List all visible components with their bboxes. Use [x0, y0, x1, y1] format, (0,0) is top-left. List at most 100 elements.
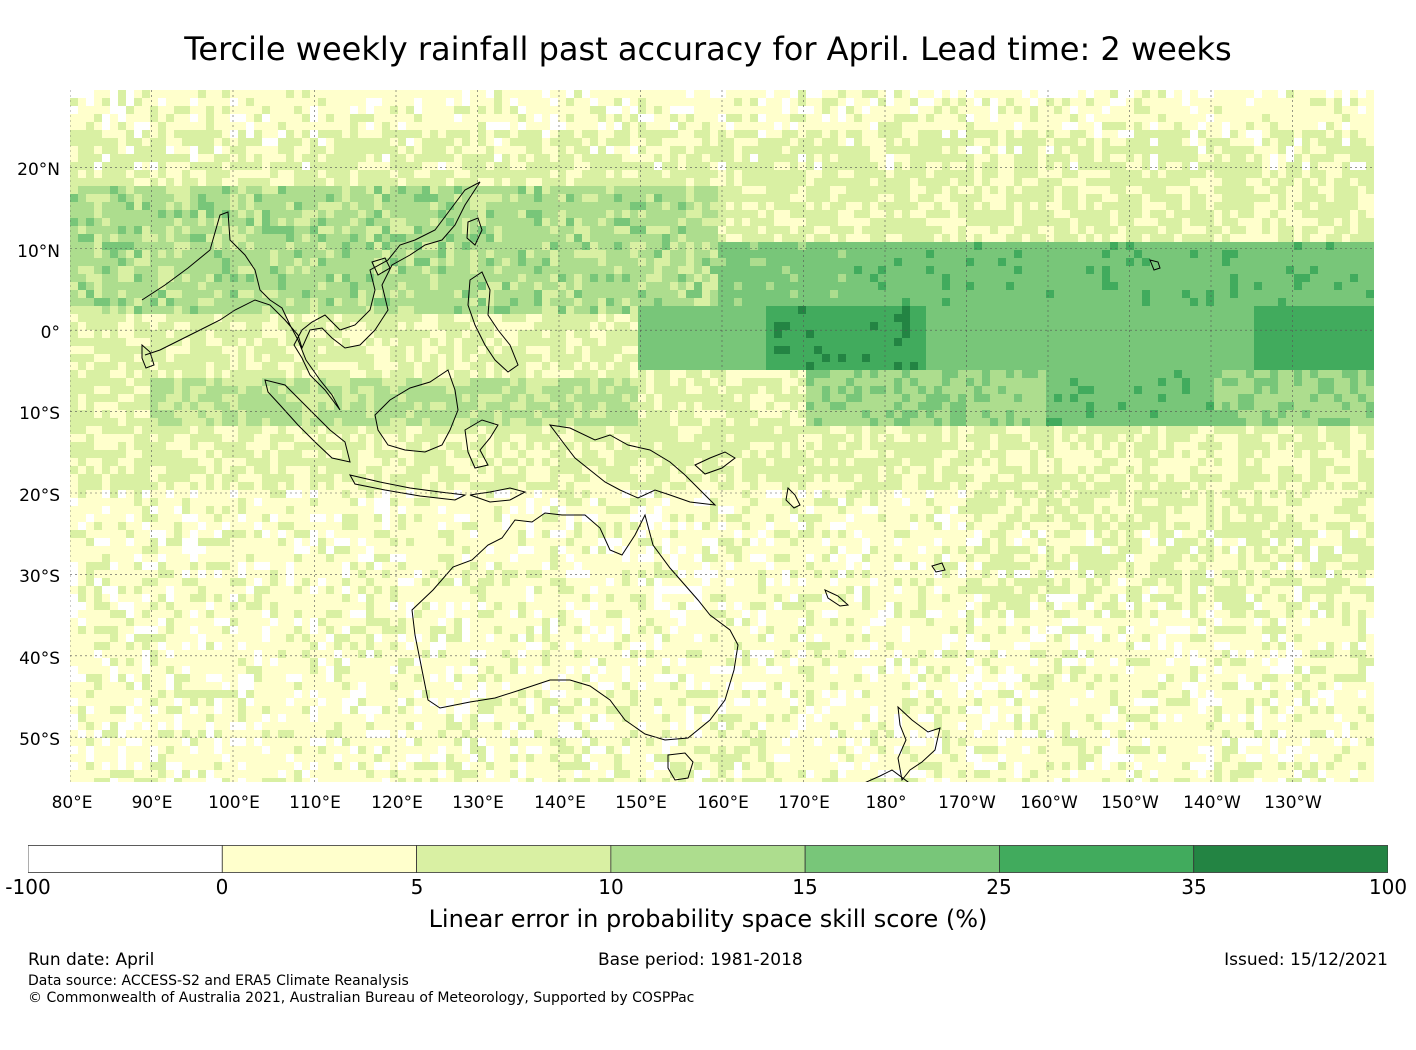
- skill-cell: [758, 314, 766, 322]
- skill-cell: [342, 298, 350, 306]
- skill-cell: [238, 362, 246, 370]
- skill-cell: [230, 146, 238, 154]
- skill-cell: [70, 306, 78, 314]
- skill-cell: [1294, 170, 1302, 178]
- skill-cell: [1310, 354, 1318, 362]
- skill-cell: [94, 298, 102, 306]
- skill-cell: [838, 242, 846, 250]
- skill-cell: [238, 370, 246, 378]
- skill-cell: [814, 330, 822, 338]
- skill-cell: [278, 386, 286, 394]
- skill-cell: [110, 298, 118, 306]
- skill-cell: [1150, 322, 1158, 330]
- skill-cell: [846, 306, 854, 314]
- skill-cell: [510, 170, 518, 178]
- skill-cell: [142, 250, 150, 258]
- skill-cell: [198, 218, 206, 226]
- skill-cell: [102, 314, 110, 322]
- skill-cell: [286, 338, 294, 346]
- skill-cell: [214, 162, 222, 170]
- skill-cell: [1222, 298, 1230, 306]
- skill-cell: [654, 250, 662, 258]
- skill-cell: [1190, 258, 1198, 266]
- skill-cell: [966, 138, 974, 146]
- skill-cell: [1222, 338, 1230, 346]
- skill-cell: [590, 274, 598, 282]
- skill-cell: [934, 378, 942, 386]
- skill-cell: [958, 242, 966, 250]
- skill-cell: [118, 194, 126, 202]
- skill-cell: [646, 282, 654, 290]
- skill-score-map[interactable]: [70, 90, 1374, 782]
- skill-cell: [838, 370, 846, 378]
- skill-cell: [574, 258, 582, 266]
- skill-cell: [494, 306, 502, 314]
- skill-cell: [134, 250, 142, 258]
- skill-cell: [1086, 378, 1094, 386]
- skill-cell: [806, 282, 814, 290]
- skill-cell: [278, 130, 286, 138]
- skill-cell: [310, 114, 318, 122]
- skill-cell: [566, 394, 574, 402]
- skill-cell: [806, 218, 814, 226]
- skill-cell: [694, 298, 702, 306]
- skill-cell: [214, 330, 222, 338]
- skill-cell: [1326, 322, 1334, 330]
- skill-cell: [350, 210, 358, 218]
- skill-cell: [1158, 306, 1166, 314]
- skill-cell: [526, 242, 534, 250]
- skill-cell: [830, 130, 838, 138]
- skill-cell: [726, 114, 734, 122]
- skill-cell: [1118, 386, 1126, 394]
- skill-cell: [1278, 330, 1286, 338]
- skill-cell: [750, 162, 758, 170]
- skill-cell: [334, 146, 342, 154]
- skill-cell: [750, 170, 758, 178]
- skill-cell: [78, 218, 86, 226]
- skill-cell: [1014, 322, 1022, 330]
- skill-cell: [1046, 242, 1054, 250]
- skill-cell: [734, 210, 742, 218]
- skill-cell: [598, 362, 606, 370]
- skill-cell: [550, 266, 558, 274]
- skill-cell: [286, 210, 294, 218]
- skill-cell: [350, 258, 358, 266]
- skill-cell: [1350, 386, 1358, 394]
- skill-cell: [1030, 250, 1038, 258]
- skill-cell: [238, 146, 246, 154]
- skill-cell: [758, 154, 766, 162]
- skill-cell: [142, 346, 150, 354]
- skill-cell: [1054, 106, 1062, 114]
- skill-cell: [974, 146, 982, 154]
- skill-cell: [222, 266, 230, 274]
- skill-cell: [1350, 154, 1358, 162]
- skill-cell: [486, 146, 494, 154]
- skill-cell: [118, 202, 126, 210]
- skill-cell: [1134, 338, 1142, 346]
- skill-cell: [1366, 170, 1374, 178]
- skill-cell: [1286, 386, 1294, 394]
- skill-cell: [174, 234, 182, 242]
- skill-cell: [646, 322, 654, 330]
- skill-cell: [934, 314, 942, 322]
- skill-cell: [302, 258, 310, 266]
- skill-cell: [598, 186, 606, 194]
- skill-cell: [142, 122, 150, 130]
- skill-cell: [870, 242, 878, 250]
- skill-cell: [558, 362, 566, 370]
- skill-cell: [1166, 194, 1174, 202]
- skill-cell: [102, 170, 110, 178]
- skill-cell: [982, 314, 990, 322]
- skill-cell: [990, 330, 998, 338]
- skill-cell: [1342, 266, 1350, 274]
- skill-cell: [430, 218, 438, 226]
- skill-cell: [662, 306, 670, 314]
- skill-cell: [902, 250, 910, 258]
- skill-cell: [550, 122, 558, 130]
- skill-cell: [726, 162, 734, 170]
- skill-cell: [158, 122, 166, 130]
- skill-cell: [894, 322, 902, 330]
- skill-cell: [246, 234, 254, 242]
- skill-cell: [294, 218, 302, 226]
- skill-cell: [278, 298, 286, 306]
